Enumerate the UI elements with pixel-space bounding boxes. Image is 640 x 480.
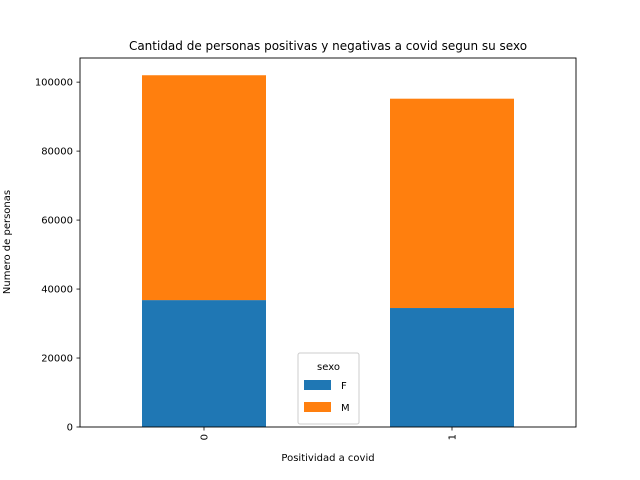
legend-title: sexo — [317, 362, 340, 373]
bar-F-0 — [142, 300, 266, 427]
y-tick-label: 20000 — [41, 354, 73, 365]
x-axis-label: Positividad a covid — [281, 453, 374, 464]
legend-swatch-F — [304, 380, 331, 390]
x-tick-label: 1 — [448, 434, 459, 440]
x-tick-label: 0 — [200, 434, 211, 440]
y-axis-label: Numero de personas — [2, 190, 13, 294]
y-tick-label: 60000 — [41, 216, 73, 227]
y-tick-label: 80000 — [41, 147, 73, 158]
plot-frame — [79, 57, 577, 428]
bars-group — [142, 75, 514, 427]
y-tick-label: 0 — [67, 423, 73, 434]
y-tick-label: 40000 — [41, 285, 73, 296]
y-axis: 0 20000 40000 60000 80000 100000 — [35, 78, 80, 434]
bar-M-0 — [142, 75, 266, 301]
bar-F-1 — [390, 308, 514, 427]
legend-swatch-M — [304, 402, 331, 412]
bar-M-1 — [390, 98, 514, 309]
legend-label-M: M — [341, 403, 350, 414]
legend-label-F: F — [341, 381, 347, 392]
y-tick-label: 100000 — [35, 78, 73, 89]
chart-title: Cantidad de personas positivas y negativ… — [129, 39, 527, 53]
